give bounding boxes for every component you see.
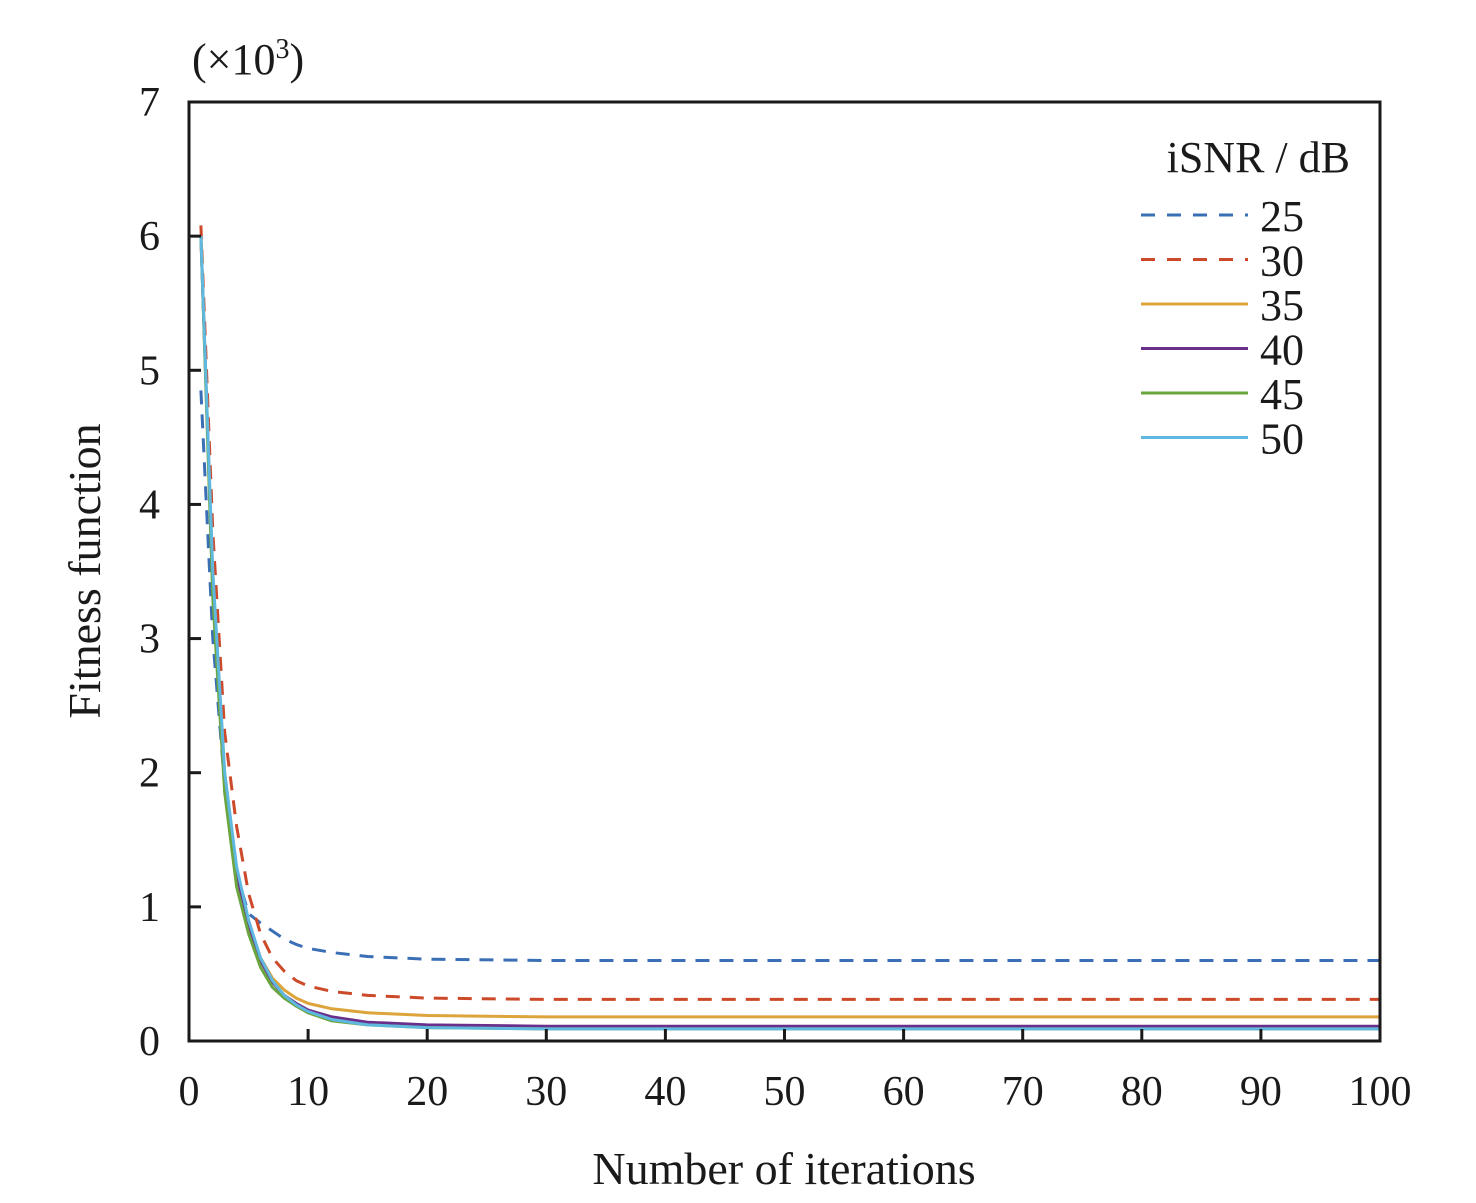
- x-tick-label: 40: [644, 1069, 686, 1115]
- series-line-45: [199, 236, 1380, 1031]
- series-layer: [199, 225, 1380, 1031]
- y-tick-label: 5: [139, 348, 160, 394]
- y-tick-label: 4: [139, 482, 160, 528]
- y-tick-label: 0: [139, 1019, 160, 1065]
- y-tick-label: 7: [139, 80, 160, 126]
- x-tick-label: 60: [883, 1069, 925, 1115]
- legend-label: 50: [1260, 415, 1304, 464]
- x-tick-label: 20: [406, 1069, 448, 1115]
- y-tick-label: 3: [139, 617, 160, 663]
- legend-label: 35: [1260, 281, 1304, 330]
- y-tick-label: 1: [139, 885, 160, 931]
- x-axis-label: Number of iterations: [592, 1143, 975, 1194]
- legend-label: 45: [1260, 370, 1304, 419]
- series-line-30: [199, 225, 1380, 1001]
- legend-title: iSNR / dB: [1167, 133, 1350, 182]
- series-line-50: [199, 236, 1380, 1031]
- y-multiplier: (×103): [192, 34, 304, 84]
- x-tick-label: 80: [1121, 1069, 1163, 1115]
- legend-label: 25: [1260, 192, 1304, 241]
- x-tick-label: 100: [1349, 1069, 1412, 1115]
- x-tick-label: 70: [1002, 1069, 1044, 1115]
- y-tick-label: 6: [139, 214, 160, 260]
- x-tick-label: 10: [287, 1069, 329, 1115]
- x-tick-label: 90: [1240, 1069, 1282, 1115]
- legend-label: 30: [1260, 237, 1304, 286]
- legend-label: 40: [1260, 326, 1304, 375]
- y-tick-label: 2: [139, 751, 160, 797]
- x-tick-label: 50: [764, 1069, 806, 1115]
- x-tick-label: 30: [525, 1069, 567, 1115]
- x-tick-label: 0: [179, 1069, 200, 1115]
- plot-frame: [187, 100, 1382, 1043]
- series-line-25: [199, 390, 1380, 962]
- series-line-40: [199, 236, 1380, 1028]
- series-line-35: [199, 236, 1380, 1019]
- y-axis-label: Fitness function: [59, 423, 110, 718]
